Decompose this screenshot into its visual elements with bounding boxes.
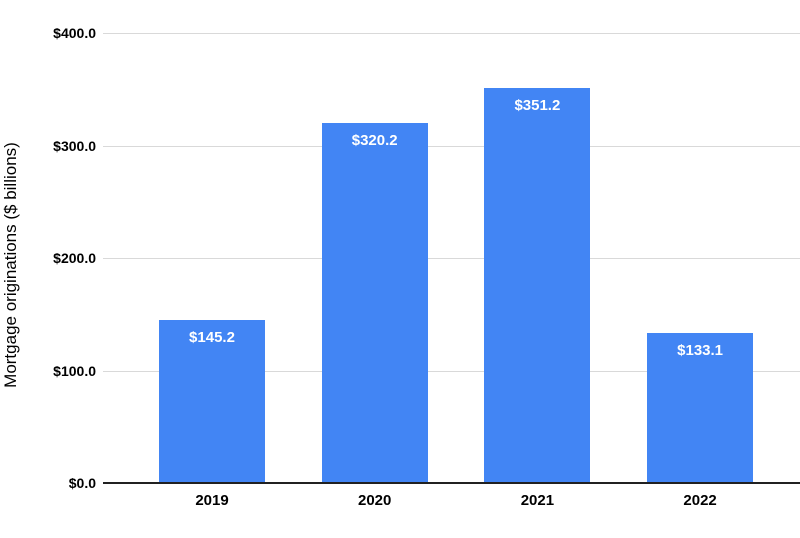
gridline-200 [103, 258, 800, 259]
x-tick-label: 2020 [358, 492, 392, 509]
bar-group-2021: $351.2 2021 [484, 33, 591, 509]
gridline-100 [103, 370, 800, 372]
gridline-400 [103, 33, 800, 34]
x-tick-label: 2019 [195, 492, 229, 509]
y-axis-tick-labels: $0.0 $100.0 $200.0 $300.0 $400.0 [0, 25, 96, 491]
bar-2021: $351.2 [484, 87, 591, 483]
bar-2019: $145.2 [159, 319, 265, 483]
bar-value-label: $145.2 [189, 328, 235, 346]
plot-area: $145.2 2019 $320.2 2020 $351.2 2021 $133… [103, 33, 800, 509]
y-tick-label: $400.0 [53, 25, 96, 41]
bar-2020: $320.2 [321, 122, 428, 483]
y-tick-label: $300.0 [53, 137, 96, 154]
bar-value-label: $133.1 [677, 342, 724, 360]
bar-value-label: $320.2 [351, 131, 398, 149]
bar-group-2019: $145.2 2019 [159, 33, 265, 509]
y-tick-label: $100.0 [53, 362, 96, 379]
y-tick-label: $0.0 [68, 475, 96, 491]
bar-2022: $133.1 [647, 333, 754, 483]
gridline-300 [103, 145, 800, 147]
bar-group-2022: $133.1 2022 [647, 33, 754, 509]
x-axis-line [103, 482, 800, 484]
bar-group-2020: $320.2 2020 [321, 33, 428, 509]
y-tick-label: $200.0 [53, 250, 96, 266]
x-tick-label: 2021 [520, 492, 555, 509]
x-tick-label: 2022 [683, 492, 717, 509]
bar-value-label: $351.2 [514, 96, 561, 114]
